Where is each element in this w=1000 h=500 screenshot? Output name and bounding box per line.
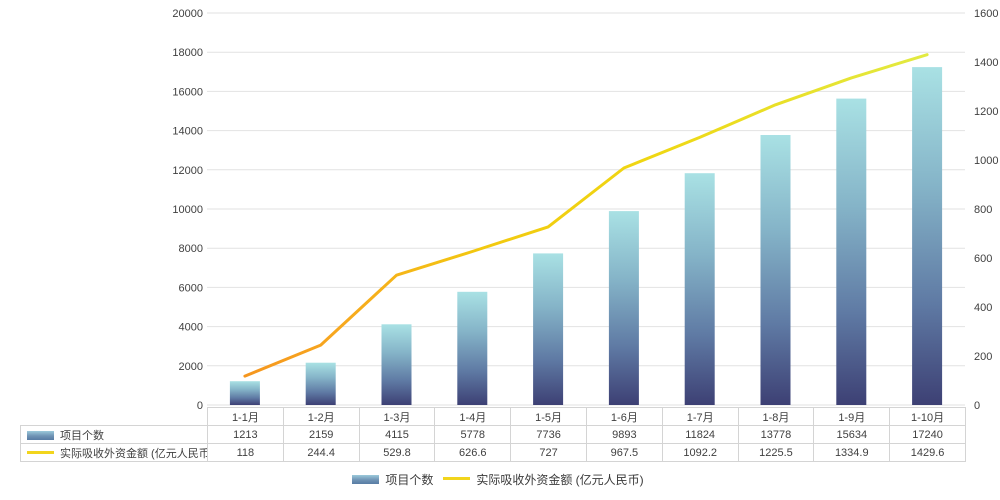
table-value-cell: 529.8 (358, 443, 436, 462)
left-axis-tick-label: 14000 (172, 126, 203, 138)
bar-1-2月[interactable] (305, 362, 336, 405)
combo-chart: 0200040006000800010000120001400016000180… (172, 8, 998, 412)
table-header-row: 1-1月 1-2月 1-3月 1-4月 1-5月 1-6月 1-7月 1-8月 1-9月 1-10… (21, 407, 966, 426)
legend-item[interactable]: 项目个数 (352, 471, 437, 488)
x-axis-label: 1-7月 (661, 407, 739, 426)
right-axis-tick-label: 400 (974, 302, 992, 314)
right-axis-tick-label: 1400 (974, 57, 998, 69)
table-value-cell: 11824 (661, 425, 739, 444)
bar-swatch-icon (27, 431, 54, 441)
bar-1-3月[interactable] (381, 324, 412, 405)
table-value-cell: 967.5 (585, 443, 663, 462)
table-value-cell: 1092.2 (661, 443, 739, 462)
left-axis-tick-label: 6000 (179, 282, 203, 294)
table-value-cell: 1429.6 (889, 443, 966, 462)
right-axis-tick-label: 600 (974, 253, 992, 265)
bar-1-4月[interactable] (457, 291, 488, 405)
table-value-cell: 1213 (207, 425, 284, 444)
x-axis-label: 1-3月 (358, 407, 436, 426)
series-label: 实际吸收外资金额 (亿元人民币) (60, 447, 208, 460)
table-value-cell: 7736 (510, 425, 587, 444)
table-value-cell: 5778 (434, 425, 512, 444)
right-axis-tick-label: 800 (974, 204, 992, 216)
right-axis-tick-label: 1600 (974, 8, 998, 20)
left-axis-tick-label: 10000 (172, 204, 203, 216)
x-axis-label: 1-9月 (813, 407, 891, 426)
bar-1-8月[interactable] (760, 135, 791, 405)
line-series[interactable] (243, 53, 929, 378)
table-corner-cell (21, 408, 208, 426)
bar-1-7月[interactable] (684, 173, 715, 405)
x-axis-label: 1-10月 (889, 407, 966, 426)
table-row: 实际吸收外资金额 (亿元人民币) 118 244.4 529.8 626.6 727 967… (20, 443, 966, 462)
legend-label: 项目个数 (385, 473, 434, 487)
table-value-cell: 15634 (813, 425, 891, 444)
table-row: 项目个数 1213 2159 4115 5778 7736 9893 11824 13778 15… (20, 425, 966, 444)
right-axis-tick-label: 200 (974, 351, 992, 363)
x-axis-label: 1-4月 (434, 407, 512, 426)
table-value-cell: 17240 (889, 425, 966, 444)
series-label-cell: 项目个数 (20, 425, 208, 444)
series-label-cell: 实际吸收外资金额 (亿元人民币) (20, 443, 208, 462)
left-axis: 0 2000 4000 6000 8000 10000 12000 14000 16000 180… (172, 8, 203, 412)
x-axis-label: 1-8月 (737, 407, 815, 426)
table-value-cell: 13778 (737, 425, 815, 444)
left-axis-tick-label: 4000 (179, 322, 203, 334)
left-axis-tick-label: 8000 (179, 243, 203, 255)
right-axis-tick-label: 1200 (974, 106, 998, 118)
legend-label: 实际吸收外资金额 (亿元人民币) (476, 473, 644, 487)
table-value-cell: 727 (510, 443, 587, 462)
left-axis-tick-label: 20000 (172, 8, 203, 20)
x-axis-label: 1-6月 (585, 407, 663, 426)
left-axis-tick-label: 0 (197, 400, 203, 412)
series-label: 项目个数 (60, 429, 104, 442)
right-axis-tick-label: 0 (974, 400, 980, 412)
chart-legend: 项目个数 实际吸收外资金额 (亿元人民币) (0, 471, 1000, 488)
left-axis-tick-label: 18000 (172, 47, 203, 59)
table-value-cell: 1334.9 (813, 443, 891, 462)
table-value-cell: 2159 (282, 425, 360, 444)
left-axis-tick-label: 2000 (179, 361, 203, 373)
x-axis-label: 1-5月 (510, 407, 587, 426)
left-axis-tick-label: 12000 (172, 165, 203, 177)
line-swatch-icon (443, 477, 471, 480)
table-value-cell: 626.6 (434, 443, 512, 462)
bar-1-9月[interactable] (836, 98, 867, 405)
x-axis-label: 1-2月 (282, 407, 360, 426)
right-axis: 0 200 400 600 800 1000 1200 1400 1600 (974, 8, 998, 412)
table-value-cell: 9893 (585, 425, 663, 444)
bar-1-1月[interactable] (229, 381, 260, 405)
bar-1-6月[interactable] (608, 211, 639, 405)
data-table: 1-1月 1-2月 1-3月 1-4月 1-5月 1-6月 1-7月 1-8月 1-9月 1-10… (20, 407, 966, 462)
left-axis-tick-label: 16000 (172, 86, 203, 98)
x-axis-label: 1-1月 (207, 407, 284, 426)
right-axis-tick-label: 1000 (974, 155, 998, 167)
bar-swatch-icon (352, 475, 380, 484)
table-value-cell: 4115 (358, 425, 436, 444)
bar-series[interactable] (229, 67, 943, 405)
table-value-cell: 244.4 (282, 443, 360, 462)
legend-item[interactable]: 实际吸收外资金额 (亿元人民币) (443, 471, 647, 488)
bar-1-5月[interactable] (533, 253, 564, 405)
line-swatch-icon (27, 451, 54, 455)
table-value-cell: 118 (207, 443, 284, 462)
bar-1-10月[interactable] (912, 67, 943, 405)
line-path[interactable] (243, 53, 929, 378)
table-value-cell: 1225.5 (737, 443, 815, 462)
